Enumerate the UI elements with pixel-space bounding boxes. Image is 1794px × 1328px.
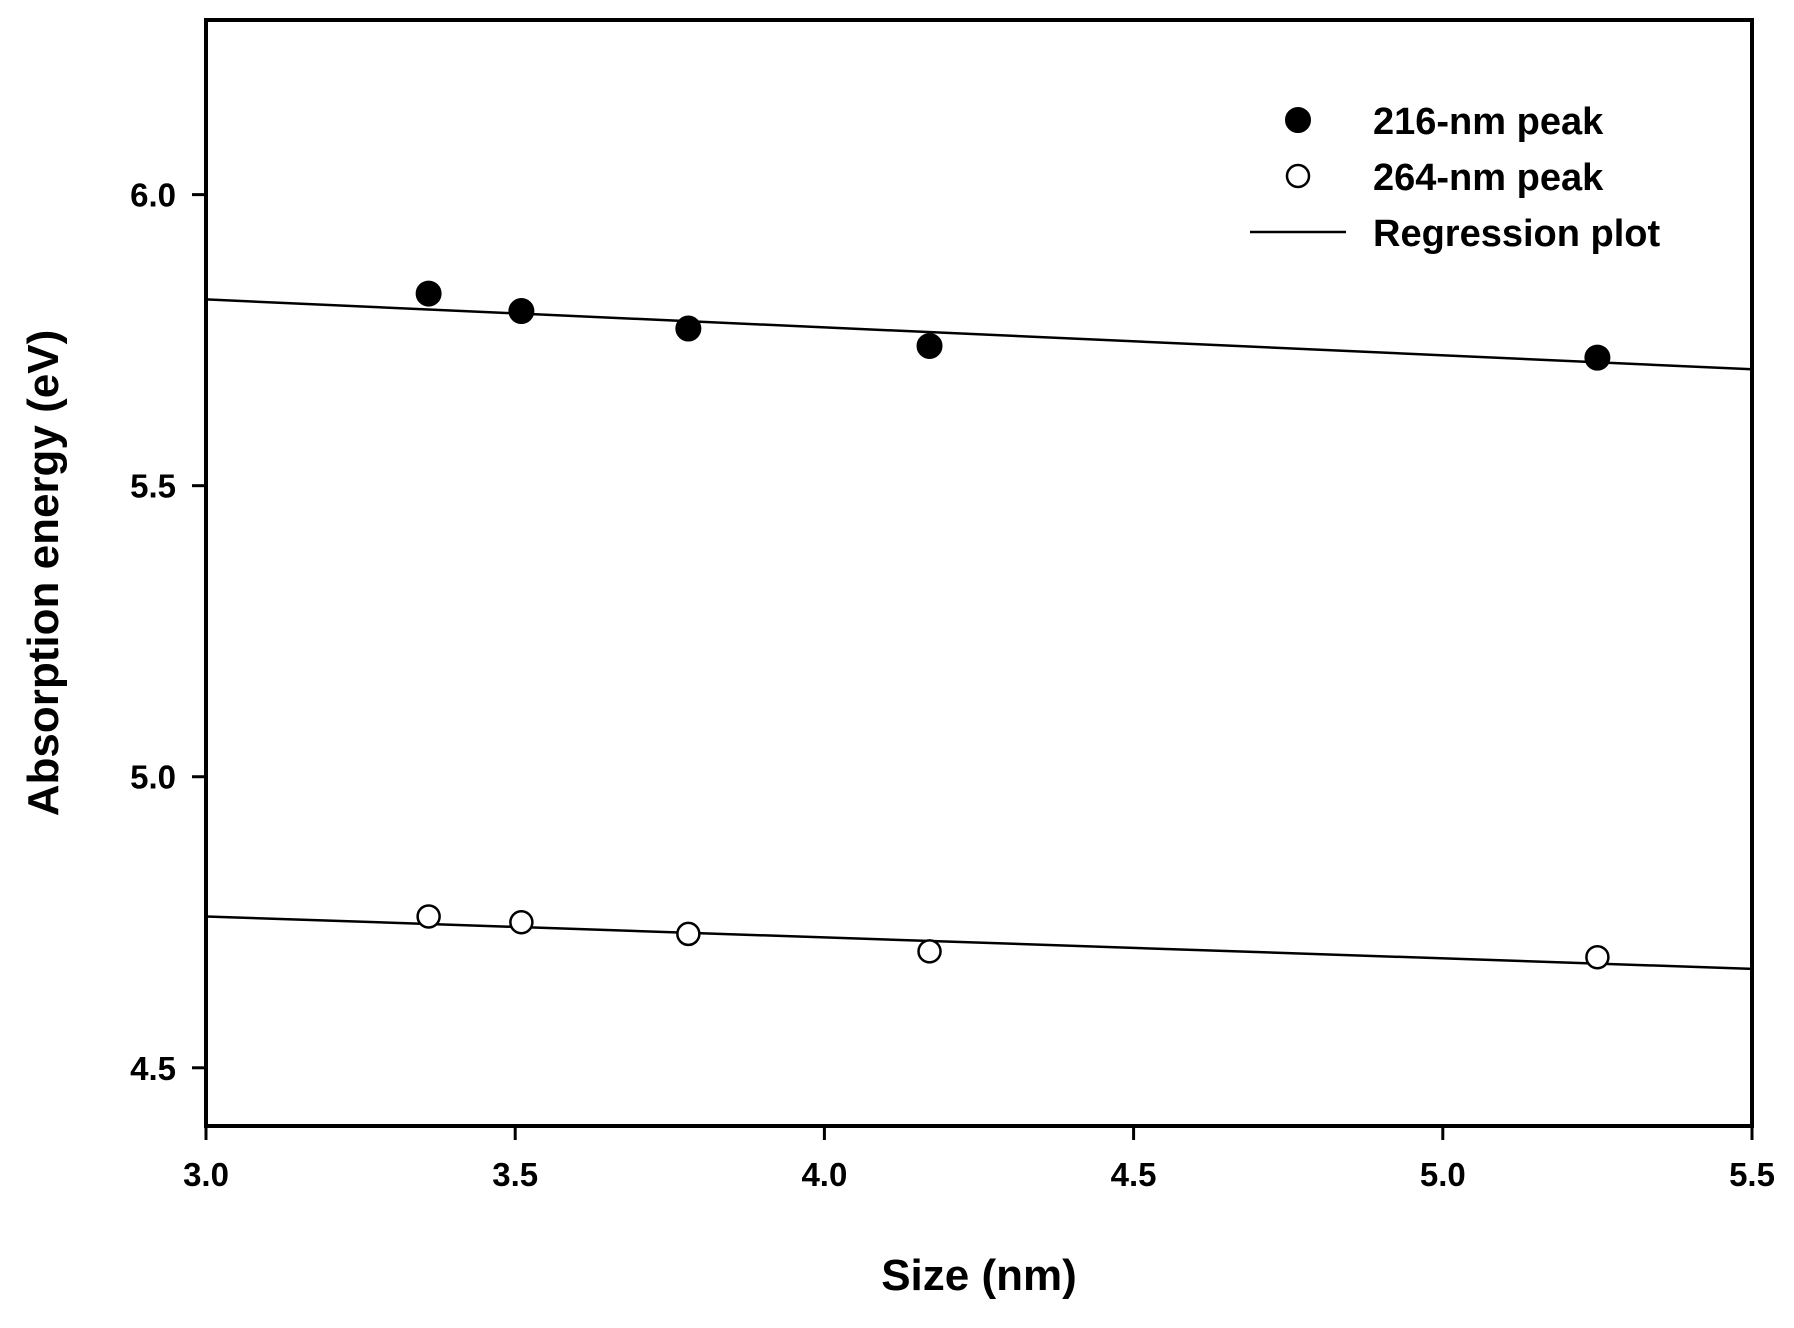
x-axis-title: Size (nm) [881,1251,1077,1300]
point-264nm-3 [676,921,701,947]
point-216nm-4 [916,332,943,359]
point-264nm-5 [1585,944,1610,970]
point-216nm-3 [675,315,702,342]
legend-marker-264nm [1285,163,1311,189]
x-tick-label: 4.0 [801,1156,847,1193]
point-216nm-5 [1584,344,1611,371]
point-216nm-2 [508,298,535,325]
y-tick-label: 6.0 [130,177,176,214]
y-tick-label: 5.0 [130,759,176,796]
x-tick-label: 3.0 [183,1156,229,1193]
legend-label-264nm: 264-nm peak [1373,157,1604,199]
point-264nm-2 [509,910,534,935]
point-264nm-4 [917,939,942,964]
plot-content [205,280,1753,971]
x-tick-label: 4.5 [1111,1156,1157,1193]
legend: 216-nm peak 264-nm peak Regression plot [1250,101,1660,255]
data-points [415,280,1611,970]
y-tick-label: 5.5 [130,468,176,505]
regression-line-2 [205,915,1753,971]
point-216nm-1 [415,280,442,307]
point-264nm-1 [416,904,441,929]
y-tick-label: 4.5 [130,1050,176,1087]
x-tick-label: 5.5 [1729,1156,1775,1193]
legend-label-regression: Regression plot [1373,213,1660,255]
x-tick-label: 5.0 [1420,1156,1466,1193]
legend-label-216nm: 216-nm peak [1373,101,1604,143]
regression-line-1 [205,298,1753,371]
legend-marker-216nm [1285,107,1311,133]
plot-frame [204,18,1754,1128]
y-axis-title: Absorption energy (eV) [19,330,68,817]
regression-lines [205,298,1753,971]
x-axis: 3.0 3.5 4.0 4.5 5.0 5.5 [183,1126,1775,1193]
y-axis: 4.5 5.0 5.5 6.0 [130,177,206,1087]
x-tick-label: 3.5 [492,1156,538,1193]
